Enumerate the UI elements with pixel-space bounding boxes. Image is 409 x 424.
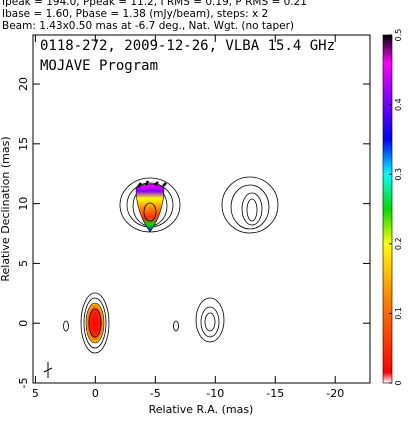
colorbar-tick-label: 0.5 (394, 29, 403, 42)
colorbar-tick-label: 0.1 (394, 307, 403, 320)
x-tick-label: -5 (150, 387, 161, 400)
y-tick-label: 20 (17, 77, 30, 91)
plot-title: 0118-272, 2009-12-26, VLBA 15.4 GHz (40, 38, 335, 54)
y-tick-label: 0 (17, 320, 30, 327)
x-tick-label: 0 (92, 387, 99, 400)
x-tick-label: -10 (206, 387, 224, 400)
x-tick-label: -15 (266, 387, 284, 400)
plot-frame (32, 34, 371, 384)
header-line: Ipeak = 194.0, Ppeak = 11.2, I RMS = 0.1… (2, 0, 307, 8)
header-line: Ibase = 1.60, Pbase = 1.38 (mJy/beam), s… (2, 8, 268, 20)
x-tick-label: -20 (326, 387, 344, 400)
plot-subtitle: MOJAVE Program (40, 58, 158, 74)
y-tick-label: 15 (17, 137, 30, 151)
y-tick-label: 5 (17, 260, 30, 267)
y-tick-label: -5 (17, 378, 30, 389)
contours (43, 176, 279, 378)
colorbar-tick-label: 0.4 (394, 98, 403, 111)
x-tick-label: 5 (32, 387, 39, 400)
colorbar-tick-label: 0.3 (394, 168, 403, 181)
header-line: Beam: 1.43x0.50 mas at -6.7 deg., Nat. W… (2, 20, 294, 32)
colorbar-tick-label: 0.2 (394, 237, 403, 250)
y-tick-label: 10 (17, 197, 30, 211)
y-axis-label: Relative Declination (mas) (0, 136, 12, 281)
colorbar-tick-label: 0 (394, 380, 403, 385)
x-axis-label: Relative R.A. (mas) (149, 403, 254, 416)
colorbar (382, 34, 393, 384)
